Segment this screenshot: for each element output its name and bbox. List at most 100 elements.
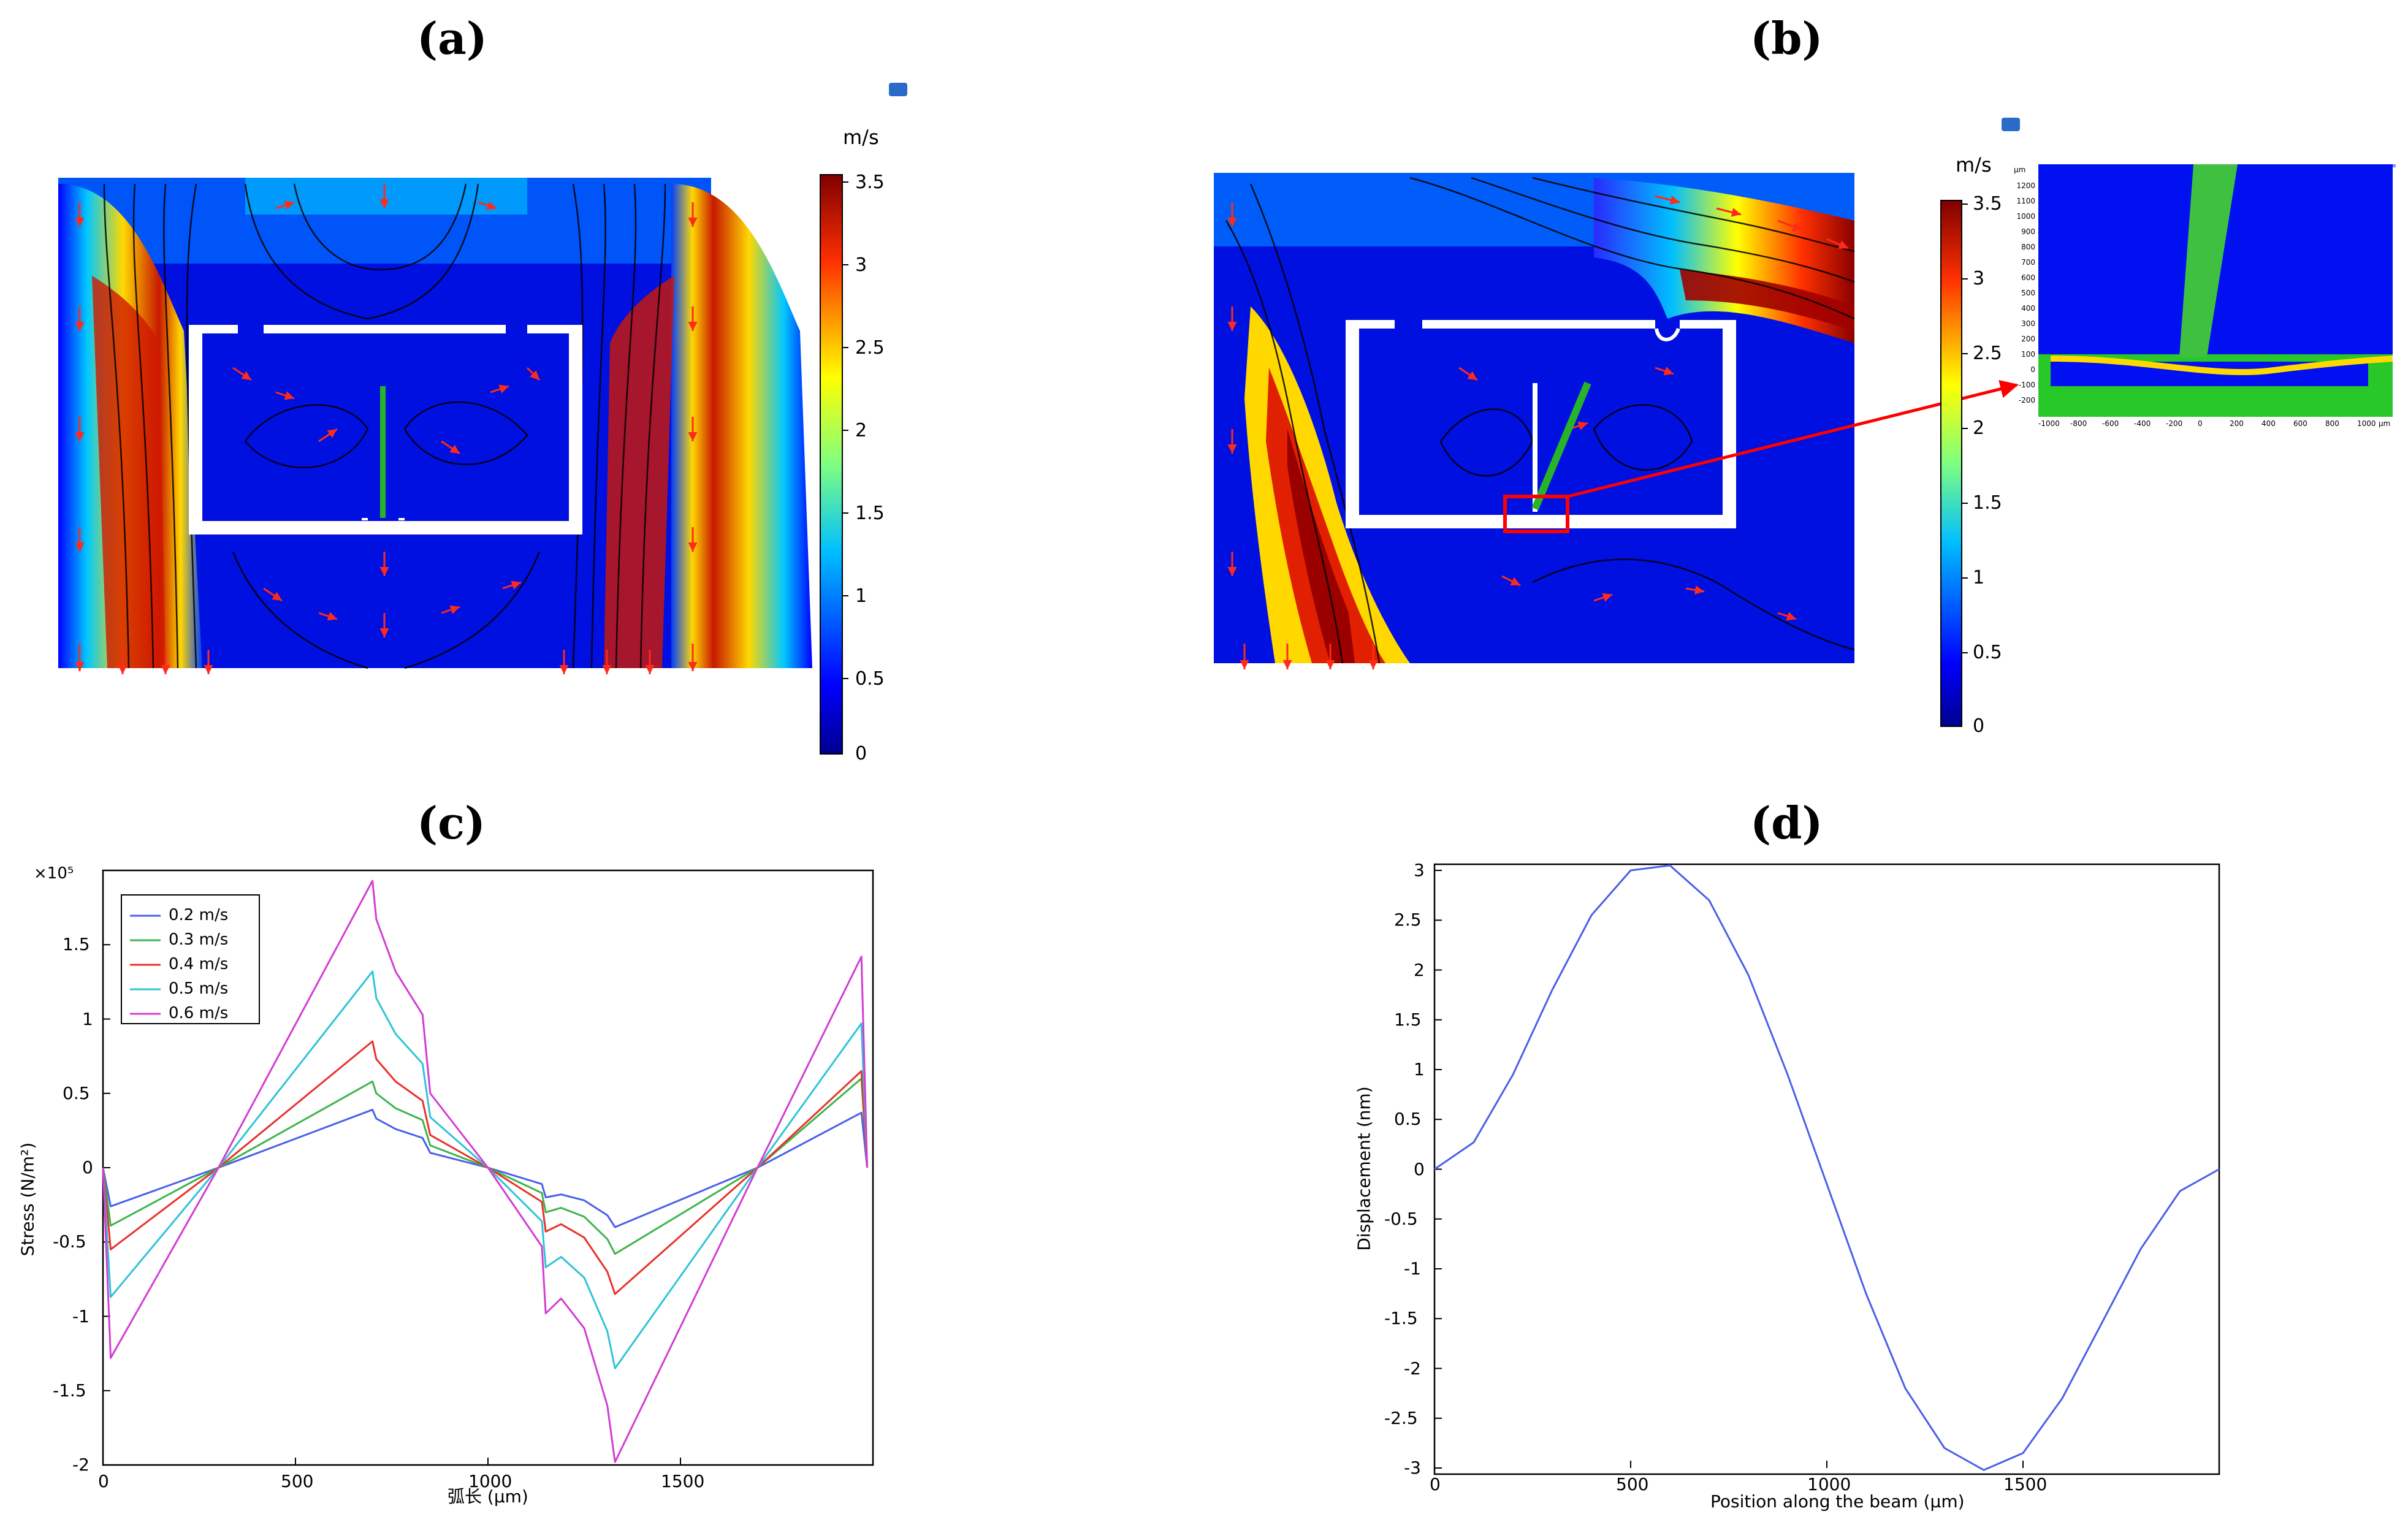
inset-x-tick-label: -400: [2134, 419, 2151, 428]
chart-c-y-tick-label: 0.5: [63, 1082, 90, 1103]
chart-c-y-tick-label: 1.5: [63, 934, 90, 955]
chart-d-x-tick-label: 0: [1430, 1474, 1441, 1494]
chart-d-y-tick-label: -2.5: [1384, 1407, 1418, 1428]
inset-x-tick-label: -800: [2070, 419, 2087, 428]
chart-c-x-tick-label: 500: [281, 1471, 314, 1491]
legend-label: 0.5 m/s: [169, 980, 229, 998]
chart-d-series: [1434, 864, 2220, 1471]
inset-y-tick-label: 1200: [2016, 181, 2035, 190]
chart-c-multiplier: ×10⁵: [34, 864, 74, 883]
chart-d-y-tick-label: 2.5: [1394, 910, 1422, 930]
colorbar-b-tick: 3.5: [1973, 193, 2002, 215]
chart-c-y-tick-label: 1: [82, 1008, 93, 1029]
panel-label-a: (a): [417, 12, 487, 64]
panel-a-flow-field: [58, 178, 812, 674]
inset-y-tick-label: 100: [2021, 350, 2035, 359]
chart-c-y-tick-label: -0.5: [53, 1231, 86, 1252]
chart-c-y-tick-label: -2: [72, 1455, 90, 1475]
inset-y-tick-label: 1000: [2016, 212, 2035, 221]
inset-x-tick-label: -200: [2166, 419, 2183, 428]
chart-d-y-tick-label: 1.5: [1394, 1009, 1422, 1030]
chart-d-ylabel: Displacement (nm): [1354, 1086, 1374, 1251]
chart-d-xlabel: Position along the beam (µm): [1710, 1491, 1965, 1512]
inset-y-tick-label: 500: [2021, 289, 2035, 297]
colorbar-a-tick: 3.5: [855, 172, 885, 193]
colorbar-a-tick: 0.5: [855, 668, 885, 690]
inset-y-tick-label: -100: [2018, 381, 2035, 389]
inset-y-tick-label: 300: [2021, 319, 2035, 328]
chart-c-x-tick-label: 1500: [661, 1471, 705, 1491]
cantilever-beam-b: [1531, 381, 1591, 511]
colorbar-b-unit: m/s: [1956, 153, 1992, 177]
legend-label: 0.2 m/s: [169, 906, 229, 924]
inset-y-tick-label: -200: [2018, 396, 2035, 405]
inset-y-tick-label: 0: [2030, 365, 2035, 374]
chart-c-series-line: [102, 880, 869, 1463]
colorbar-a-tick: 2: [855, 420, 867, 441]
chart-c-xlabel: 弧长 (µm): [448, 1486, 528, 1507]
colorbar-a-tick: 1: [855, 585, 867, 607]
chart-c-x-tick-label: 0: [98, 1471, 109, 1491]
inset-unit: µm: [2014, 165, 2026, 174]
chart-d-y-tick-label: -1: [1404, 1258, 1421, 1279]
inset-x-tick-label: -600: [2102, 419, 2119, 428]
chart-c-ylabel: Stress (N/m²): [17, 1142, 38, 1257]
colorbar-a: [820, 83, 907, 755]
inset-y-tick-label: 600: [2021, 273, 2035, 282]
chart-d-x-tick-label: 500: [1616, 1474, 1649, 1494]
panel-label-b: (b): [1750, 12, 1823, 64]
chart-c-series-line: [102, 970, 869, 1369]
zoom-box: [1503, 495, 1569, 533]
chart-c-series-line: [102, 1108, 869, 1228]
colorbar-b-tick: 0: [1973, 715, 1985, 737]
inset-zoom: [2038, 164, 2396, 417]
comsol-logo-icon: [889, 83, 907, 96]
chart-d-y-tick-label: 3: [1414, 860, 1425, 880]
colorbar-b-tick: 1: [1973, 567, 1985, 588]
inset-y-tick-label: 1100: [2016, 197, 2035, 205]
chart-d-y-tick-label: -2: [1404, 1358, 1421, 1379]
comsol-logo-icon: [2002, 118, 2020, 131]
chart-c-series-line: [102, 1078, 869, 1255]
inset-y-tick-label: 700: [2021, 258, 2035, 267]
colorbar-b-tick: 2.5: [1973, 343, 2002, 364]
chart-d-y-tick-label: 1: [1414, 1059, 1425, 1079]
inset-x-tick-label: 600: [2293, 419, 2307, 428]
inset-y-tick-label: 200: [2021, 335, 2035, 343]
inset-x-tick-label: 800: [2325, 419, 2339, 428]
chart-d-y-tick-label: 0: [1414, 1158, 1425, 1179]
chart-c-x-tick-label: 1000: [468, 1471, 512, 1491]
colorbar-b-tick: 2: [1973, 417, 1985, 439]
chart-d-y-tick-label: -3: [1404, 1458, 1421, 1478]
chart-d-axes: [1433, 863, 2220, 1475]
colorbar-a-tick: 3: [855, 254, 867, 276]
legend-label: 0.6 m/s: [169, 1004, 229, 1022]
colorbar-a-tick: 1.5: [855, 503, 885, 524]
chart-d-x-tick-label: 1000: [1807, 1474, 1851, 1494]
inset-x-tick-label: 200: [2230, 419, 2244, 428]
chart-d-x-tick-label: 1500: [2003, 1474, 2048, 1494]
chart-c-series-line: [102, 1040, 869, 1295]
inset-y-tick-label: 900: [2021, 227, 2035, 236]
inset-x-tick-label: -1000: [2038, 419, 2060, 428]
inset-x-tick-label: 400: [2261, 419, 2276, 428]
legend-label: 0.3 m/s: [169, 930, 229, 949]
colorbar-b-tick: 3: [1973, 268, 1985, 289]
inset-x-tick-label: 0: [2198, 419, 2203, 428]
chart-d-ticks: [1434, 870, 2024, 1469]
panel-label-d: (d): [1750, 797, 1823, 849]
chart-d-y-tick-label: 0.5: [1394, 1109, 1422, 1130]
chart-c-series: [102, 880, 869, 1463]
chart-c-y-tick-label: -1.5: [53, 1380, 86, 1401]
inset-y-tick-label: 800: [2021, 243, 2035, 251]
chart-d-y-tick-label: 2: [1414, 959, 1425, 980]
colorbar-a-tick: 0: [855, 743, 867, 764]
inset-x-tick-label: 1000: [2357, 419, 2376, 428]
chart-c-y-tick-label: 0: [82, 1157, 93, 1177]
inset-unit: µm: [2379, 419, 2391, 428]
panel-label-c: (c): [417, 797, 486, 849]
legend-label: 0.4 m/s: [169, 955, 229, 973]
colorbar-a-tick: 2.5: [855, 337, 885, 359]
colorbar-a-unit: m/s: [843, 126, 879, 149]
